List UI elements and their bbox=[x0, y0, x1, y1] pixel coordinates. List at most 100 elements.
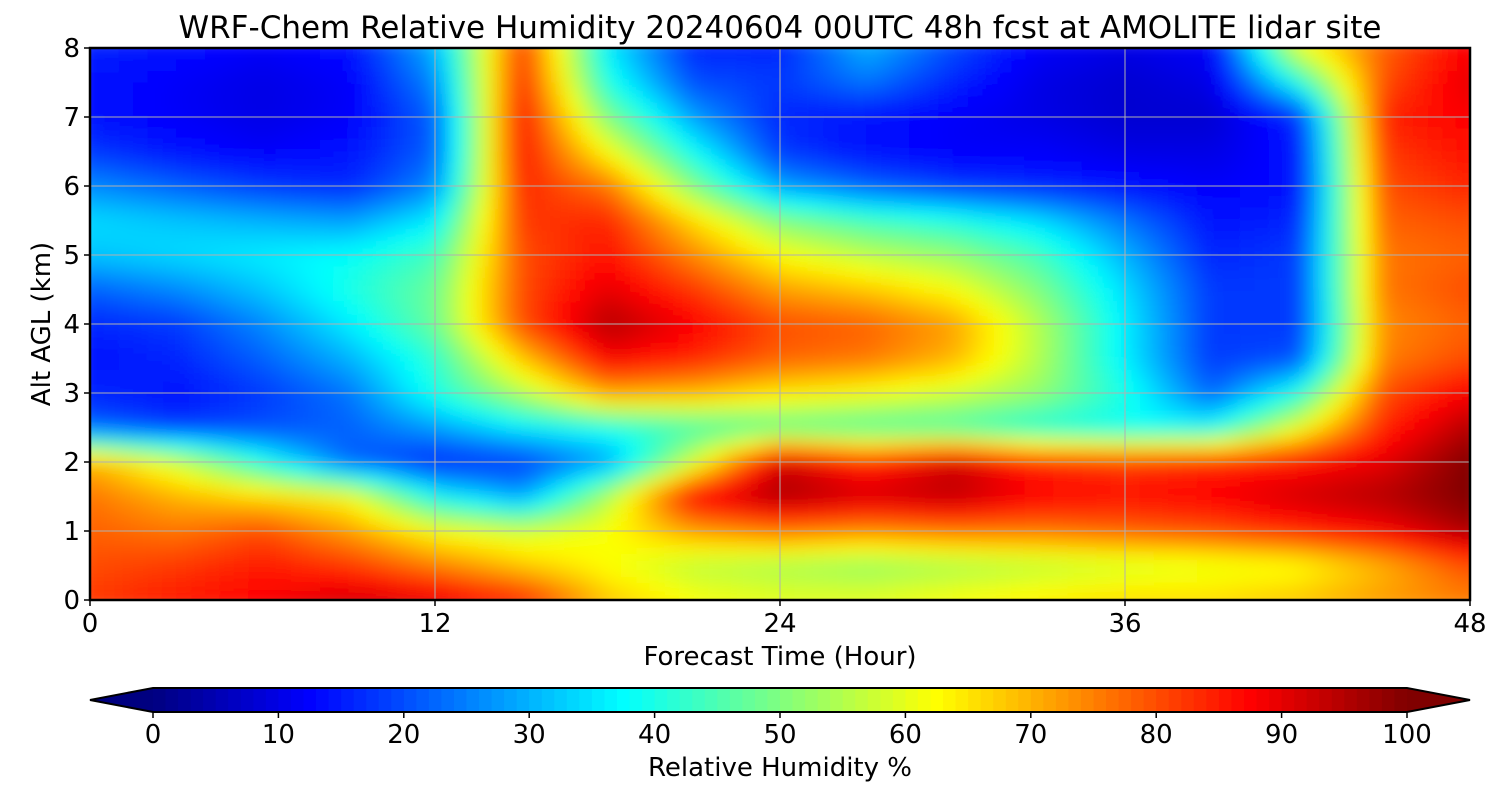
heatmap-cell bbox=[233, 496, 250, 509]
heatmap-cell bbox=[923, 151, 940, 164]
heatmap-cell bbox=[104, 565, 120, 578]
heatmap-cell bbox=[966, 312, 983, 325]
heatmap-cell bbox=[1455, 485, 1470, 498]
heatmap-cell bbox=[1441, 358, 1457, 371]
heatmap-cell bbox=[1268, 128, 1285, 141]
heatmap-cell bbox=[636, 577, 652, 590]
heatmap-cell bbox=[1081, 519, 1098, 532]
heatmap-cell bbox=[147, 416, 163, 429]
heatmap-cell bbox=[1153, 105, 1170, 118]
heatmap-cell bbox=[391, 71, 408, 84]
heatmap-cell bbox=[1355, 278, 1371, 291]
heatmap-cell bbox=[1053, 197, 1069, 210]
heatmap-cell bbox=[578, 588, 595, 600]
heatmap-cell bbox=[1355, 565, 1371, 578]
heatmap-cell bbox=[535, 312, 552, 325]
heatmap-cell bbox=[391, 48, 408, 61]
heatmap-cell bbox=[1182, 117, 1198, 130]
heatmap-cell bbox=[1053, 278, 1069, 291]
heatmap-cell bbox=[866, 324, 882, 337]
heatmap-cell bbox=[550, 404, 566, 417]
heatmap-cell bbox=[535, 347, 552, 360]
heatmap-cell bbox=[1168, 508, 1184, 521]
heatmap-cell bbox=[636, 508, 652, 521]
heatmap-cell bbox=[1196, 278, 1213, 291]
heatmap-cell bbox=[1110, 347, 1127, 360]
heatmap-cell bbox=[1225, 232, 1242, 245]
heatmap-cell bbox=[780, 289, 796, 302]
heatmap-cell bbox=[506, 266, 523, 279]
heatmap-cell bbox=[521, 94, 537, 107]
heatmap-cell bbox=[1254, 335, 1270, 348]
x-tick-label: 12 bbox=[418, 609, 451, 639]
heatmap-cell bbox=[1024, 473, 1040, 486]
heatmap-cell bbox=[1168, 577, 1184, 590]
heatmap-cell bbox=[593, 565, 609, 578]
heatmap-cell bbox=[550, 600, 565, 613]
heatmap-cell bbox=[1139, 485, 1155, 498]
heatmap-cell bbox=[636, 71, 652, 84]
heatmap-cell bbox=[1341, 600, 1356, 613]
heatmap-cell bbox=[363, 117, 379, 130]
heatmap-cell bbox=[147, 174, 163, 187]
heatmap-cell bbox=[751, 48, 767, 61]
heatmap-cell bbox=[276, 140, 293, 153]
heatmap-cell bbox=[1153, 301, 1170, 314]
heatmap-cell bbox=[1024, 289, 1040, 302]
heatmap-cell bbox=[636, 220, 652, 233]
heatmap-cell bbox=[1283, 71, 1299, 84]
heatmap-cell bbox=[1297, 117, 1313, 130]
heatmap-cell bbox=[449, 151, 465, 164]
heatmap-cell bbox=[276, 427, 293, 440]
heatmap-cell bbox=[952, 427, 968, 440]
heatmap-cell bbox=[765, 82, 782, 95]
heatmap-cell bbox=[435, 71, 451, 84]
heatmap-cell bbox=[593, 151, 609, 164]
heatmap-cell bbox=[550, 163, 566, 176]
heatmap-cell bbox=[406, 335, 422, 348]
heatmap-cell bbox=[1024, 301, 1040, 314]
heatmap-cell bbox=[636, 370, 652, 383]
heatmap-cell bbox=[305, 48, 322, 61]
heatmap-cell bbox=[219, 531, 235, 544]
heatmap-cell bbox=[1182, 220, 1198, 233]
heatmap-cell bbox=[1326, 324, 1342, 337]
heatmap-cell bbox=[104, 393, 120, 406]
heatmap-cell bbox=[205, 393, 221, 406]
heatmap-cell bbox=[1196, 519, 1213, 532]
heatmap-cell bbox=[1053, 186, 1069, 199]
heatmap-cell bbox=[104, 358, 120, 371]
heatmap-cell bbox=[420, 427, 437, 440]
heatmap-cell bbox=[1110, 542, 1127, 555]
heatmap-cell bbox=[621, 209, 638, 222]
heatmap-cell bbox=[305, 94, 322, 107]
heatmap-cell bbox=[578, 266, 595, 279]
heatmap-cell bbox=[1110, 255, 1127, 268]
heatmap-cell bbox=[1067, 335, 1083, 348]
heatmap-cell bbox=[463, 347, 480, 360]
heatmap-cell bbox=[607, 416, 623, 429]
heatmap-cell bbox=[621, 485, 638, 498]
heatmap-cell bbox=[1010, 393, 1026, 406]
heatmap-cell bbox=[1254, 197, 1270, 210]
heatmap-cell bbox=[1311, 174, 1328, 187]
heatmap-cell bbox=[506, 381, 523, 394]
heatmap-cell bbox=[966, 554, 983, 567]
heatmap-cell bbox=[995, 186, 1012, 199]
heatmap-cell bbox=[391, 82, 408, 95]
heatmap-cell bbox=[564, 163, 580, 176]
heatmap-cell bbox=[118, 59, 135, 72]
heatmap-cell bbox=[1311, 71, 1328, 84]
heatmap-cell bbox=[133, 255, 149, 268]
heatmap-cell bbox=[708, 485, 724, 498]
heatmap-cell bbox=[1298, 600, 1313, 613]
x-tick-label: 36 bbox=[1108, 609, 1141, 639]
heatmap-cell bbox=[837, 48, 853, 61]
heatmap-cell bbox=[794, 335, 810, 348]
heatmap-cell bbox=[1010, 48, 1026, 61]
heatmap-cell bbox=[291, 255, 307, 268]
heatmap-cell bbox=[176, 209, 192, 222]
heatmap-cell bbox=[1153, 588, 1170, 600]
heatmap-cell bbox=[1067, 197, 1083, 210]
heatmap-cell bbox=[305, 82, 322, 95]
